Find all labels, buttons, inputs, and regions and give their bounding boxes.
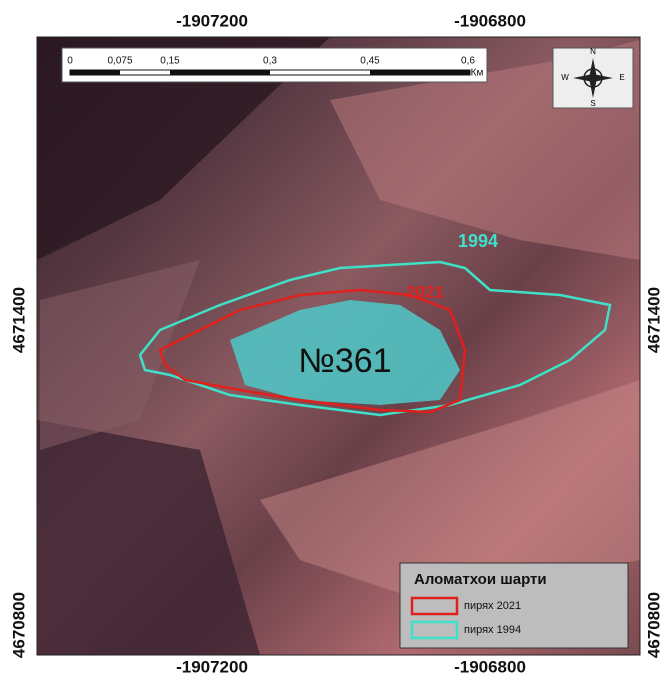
scale-bar: 0 0,075 0,15 0,3 0,45 0,6 Км [62, 48, 487, 82]
y-label: 4670800 [644, 592, 663, 658]
legend-item: пирях 2021 [464, 600, 521, 612]
y-label: 4671400 [644, 287, 663, 353]
scale-label: 0,6 [461, 56, 475, 67]
x-label: -1906800 [454, 657, 526, 676]
y-label: 4670800 [9, 592, 28, 658]
scale-label: 0,15 [160, 56, 180, 67]
scale-label: 0 [67, 56, 73, 67]
compass-w: W [561, 73, 569, 82]
map-figure: -1907200 -1906800 -1907200 -1906800 4671… [0, 0, 670, 678]
scale-unit: Км [471, 68, 484, 79]
compass-e: E [619, 73, 624, 82]
scale-label: 0,45 [360, 56, 380, 67]
legend-title: Аломатхои шарти [414, 571, 547, 588]
y-label: 4671400 [9, 287, 28, 353]
label-1994: 1994 [458, 231, 498, 251]
label-2021: 2021 [406, 282, 444, 301]
x-label: -1907200 [176, 657, 248, 676]
compass-n: N [590, 47, 596, 56]
legend: Аломатхои шарти пирях 2021 пирях 1994 [400, 563, 628, 648]
scale-label: 0,3 [263, 56, 277, 67]
glacier-id: №361 [298, 342, 391, 380]
x-label: -1906800 [454, 11, 526, 30]
scale-label: 0,075 [107, 56, 132, 67]
legend-item: пирях 1994 [464, 624, 521, 636]
compass: N S W E [553, 47, 633, 108]
compass-s: S [590, 99, 595, 108]
x-label: -1907200 [176, 11, 248, 30]
